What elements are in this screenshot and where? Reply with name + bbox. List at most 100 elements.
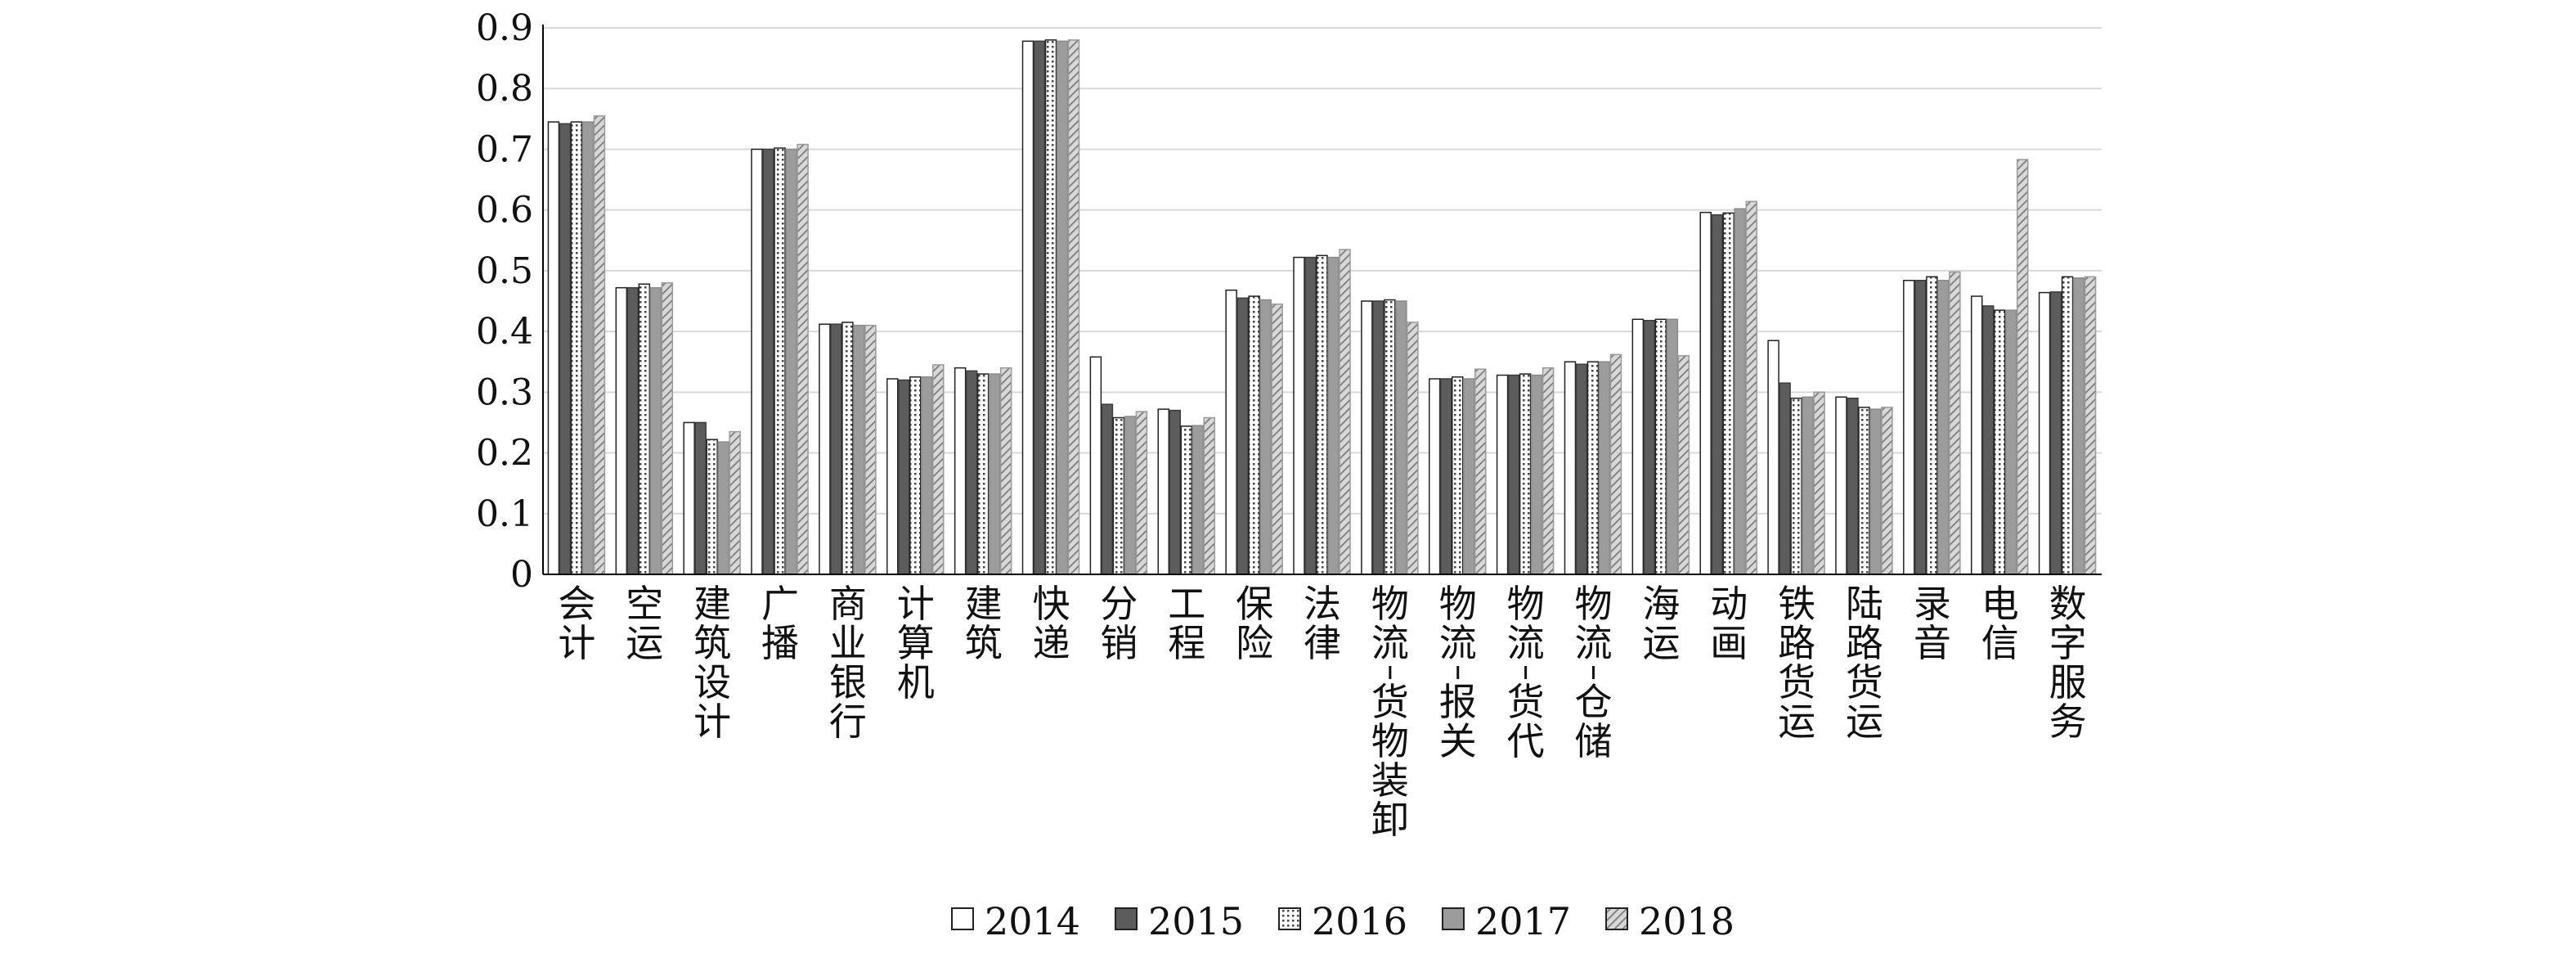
- category-label-char: 计: [558, 621, 595, 665]
- bar-2018-7: [1067, 39, 1080, 575]
- category-label-char: 物: [1507, 582, 1545, 626]
- bar-2014-20: [1903, 280, 1915, 575]
- category-label-char: 录: [1914, 582, 1951, 626]
- bar-2018-9: [1203, 416, 1216, 575]
- bar-2017-0: [581, 121, 595, 575]
- bar-2016-22: [2061, 276, 2074, 575]
- category-label-char: 铁: [1778, 582, 1815, 626]
- category-label-char: 法: [1304, 582, 1341, 626]
- category-label-char: 流: [1439, 621, 1477, 665]
- category-label-char: 代: [1507, 719, 1545, 763]
- bar-2017-11: [1327, 256, 1340, 575]
- y-tick-label: 0.8: [476, 68, 533, 110]
- bar-2017-19: [1869, 408, 1882, 575]
- bar-2014-8: [1089, 356, 1102, 575]
- category-label-char: 画: [1710, 621, 1748, 665]
- bar-2016-9: [1180, 425, 1193, 575]
- bar-2016-17: [1722, 212, 1735, 575]
- bar-2014-22: [2038, 291, 2051, 575]
- category-label-char: 海: [1642, 582, 1680, 626]
- bar-2017-4: [853, 324, 865, 575]
- bar-2016-14: [1519, 373, 1532, 575]
- y-tick-labels: 0 0.1 0.2 0.3 0.4 0.5 0.6 0.7 0.8 0.9: [476, 7, 533, 596]
- legend-label: 2018: [1639, 899, 1735, 943]
- category-label-char: 物: [1371, 719, 1409, 763]
- bar-2015-22: [2049, 291, 2062, 575]
- bar-2015-8: [1101, 403, 1114, 575]
- category-label-char: 动: [1710, 582, 1748, 626]
- bar-2018-13: [1474, 368, 1487, 575]
- bar-2017-16: [1666, 318, 1679, 575]
- bar-2017-20: [1937, 280, 1950, 575]
- category-label-char: 会: [558, 582, 595, 626]
- category-label-char: 流: [1574, 621, 1612, 665]
- bar-2018-0: [593, 115, 606, 575]
- bar-2015-7: [1033, 40, 1046, 575]
- bar-2017-14: [1530, 374, 1543, 575]
- category-label-char: 建: [965, 582, 1003, 626]
- category-label-char: 关: [1439, 719, 1477, 763]
- bar-2017-22: [2072, 277, 2085, 575]
- bar-2015-20: [1914, 280, 1927, 575]
- category-label-char: 筑: [693, 621, 731, 665]
- y-tick-label: 0.7: [476, 128, 533, 170]
- bar-2015-3: [762, 148, 774, 575]
- bar-2014-12: [1361, 300, 1373, 575]
- axes: [542, 25, 2102, 575]
- bar-2015-19: [1847, 398, 1859, 575]
- category-label-char: 服: [2049, 660, 2087, 704]
- bar-2014-21: [1970, 295, 1983, 575]
- bar-2015-12: [1372, 300, 1384, 575]
- category-label-char: 陆: [1846, 582, 1883, 626]
- y-tick-label: 0.3: [476, 371, 533, 413]
- bar-2018-11: [1339, 249, 1351, 575]
- bar-2018-2: [729, 430, 741, 575]
- bar-2018-8: [1135, 411, 1148, 575]
- bar-2018-19: [1881, 407, 1893, 575]
- bar-2017-2: [717, 441, 729, 575]
- category-label-char: 流: [1371, 621, 1409, 665]
- category-label-char: 运: [1846, 700, 1883, 744]
- bar-2016-15: [1586, 361, 1600, 575]
- bar-2016-21: [1993, 309, 2006, 575]
- bar-2016-5: [909, 376, 922, 575]
- bar-2018-22: [2084, 276, 2097, 575]
- legend-swatch-2016: [1278, 907, 1301, 930]
- category-label-char: 流: [1507, 621, 1545, 665]
- bar-2017-21: [2004, 309, 2017, 575]
- category-label-char: 广: [761, 582, 799, 626]
- category-label-char: 数: [2049, 582, 2087, 626]
- category-label-char: 运: [1778, 700, 1815, 744]
- bar-2017-6: [988, 373, 1001, 575]
- bar-2014-17: [1699, 211, 1712, 575]
- category-label-char: 货: [1778, 660, 1815, 704]
- bars: [547, 39, 2097, 575]
- bar-2018-15: [1609, 353, 1622, 575]
- legend-label: 2014: [985, 899, 1080, 943]
- bar-2015-0: [559, 123, 572, 575]
- y-tick-label: 0.6: [476, 190, 533, 232]
- legend-label: 2015: [1148, 899, 1244, 943]
- bar-2015-2: [694, 421, 707, 575]
- bar-2017-10: [1259, 299, 1272, 575]
- category-label-char: 电: [1981, 582, 2019, 626]
- category-label-char: 程: [1168, 621, 1205, 665]
- bar-2015-4: [830, 323, 842, 575]
- bar-2018-18: [1813, 391, 1825, 575]
- bar-2016-0: [570, 121, 583, 575]
- category-label-char: 保: [1236, 582, 1273, 626]
- category-label-char: 运: [626, 621, 663, 665]
- category-label-char: 险: [1236, 621, 1273, 665]
- bar-2018-12: [1407, 322, 1419, 575]
- bar-2014-10: [1225, 289, 1237, 575]
- y-tick-label: 0.1: [476, 493, 533, 535]
- category-label-char: 计: [693, 700, 731, 744]
- bar-2016-8: [1112, 416, 1125, 575]
- bar-2015-6: [965, 370, 978, 575]
- bar-2015-18: [1779, 382, 1791, 575]
- bar-2018-20: [1949, 271, 1961, 575]
- bar-2016-11: [1316, 254, 1328, 575]
- bar-2016-20: [1926, 276, 1938, 575]
- bar-2016-10: [1248, 295, 1260, 575]
